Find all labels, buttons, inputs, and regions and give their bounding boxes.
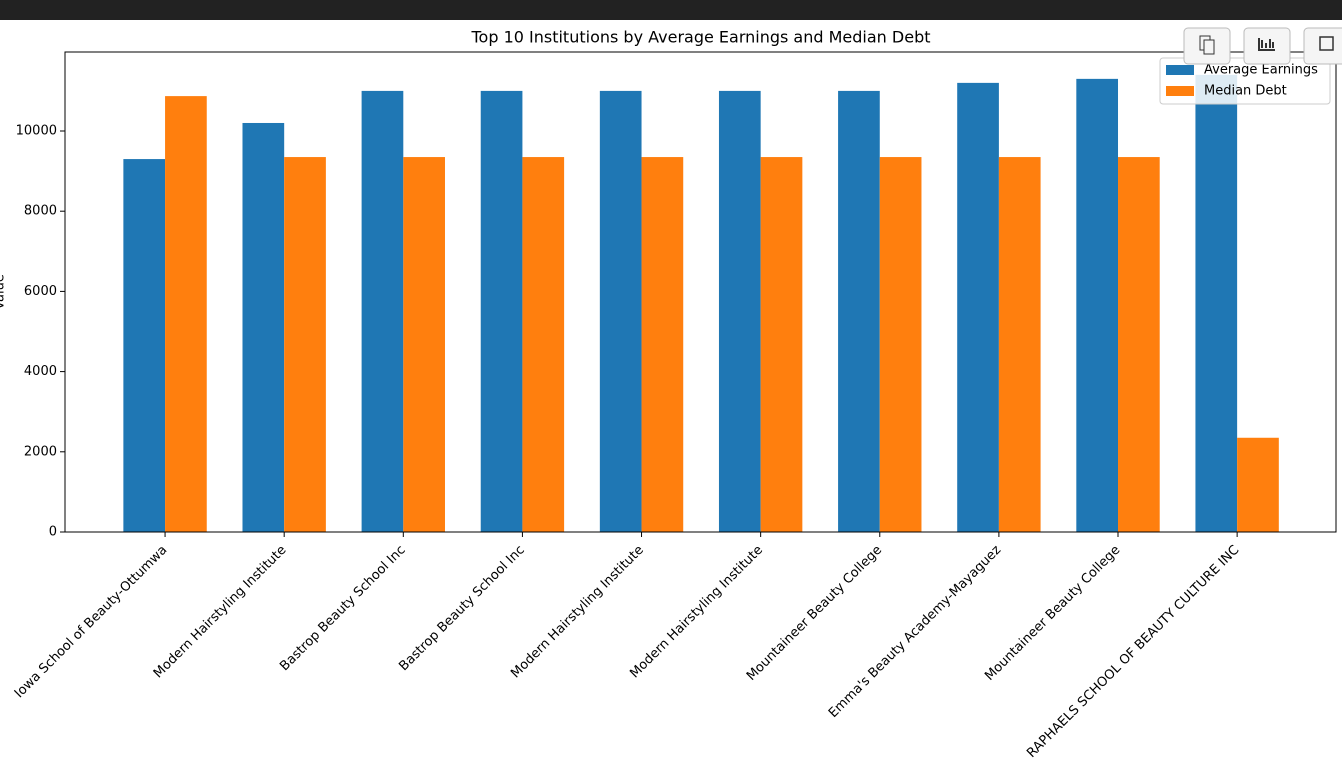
- x-tick-label: Mountaineer Beauty College: [982, 543, 1123, 684]
- bar: [760, 157, 803, 532]
- bar: [480, 90, 523, 532]
- y-axis-label: Value: [0, 274, 8, 310]
- bar: [718, 90, 761, 532]
- bar: [1118, 157, 1160, 532]
- plot: 0 2000 4000 6000 8000 10000 Iowa School of Bea…: [12, 74, 1279, 761]
- legend: Average Earnings Median Debt: [1159, 57, 1331, 105]
- bar: [403, 157, 445, 532]
- bar: [998, 157, 1041, 532]
- chart-icon: [1258, 38, 1275, 51]
- y-tick-label: 10000: [16, 123, 57, 138]
- bar: [879, 157, 922, 532]
- plot-frame: [64, 51, 1337, 533]
- save-button[interactable]: [1303, 27, 1342, 65]
- bar: [1195, 74, 1238, 532]
- legend-label: Average Earnings: [1204, 63, 1318, 78]
- x-tick-label: Modern Hairstyling Institute: [151, 543, 290, 682]
- y-tick-label: 2000: [24, 444, 57, 459]
- x-tick-label: RAPHAELS SCHOOL OF BEAUTY CULTURE INC: [1024, 543, 1242, 761]
- y-tick-label: 0: [49, 525, 57, 540]
- bar: [522, 157, 565, 532]
- x-tick-label: Bastrop Beauty School Inc: [277, 543, 408, 674]
- x-tick-label: Bastrop Beauty School Inc: [396, 543, 527, 674]
- bar: [838, 90, 880, 532]
- legend-swatch: [1166, 65, 1194, 75]
- y-tick-label: 8000: [24, 204, 57, 219]
- copy-icon: [1203, 39, 1215, 55]
- x-tick-label: Modern Hairstyling Institute: [508, 543, 647, 682]
- bar: [1237, 437, 1279, 532]
- toolbar: [1183, 27, 1342, 65]
- chart-title: Top 10 Institutions by Average Earnings …: [470, 28, 930, 47]
- bar: [1076, 78, 1119, 533]
- x-tick-label: Iowa School of Beauty-Ottumwa: [12, 543, 170, 701]
- top-bar: [0, 0, 1342, 20]
- bar: [284, 157, 326, 532]
- y-tick-label: 4000: [24, 364, 57, 379]
- legend-swatch: [1166, 86, 1194, 96]
- legend-label: Median Debt: [1204, 84, 1287, 99]
- bar: [165, 96, 207, 532]
- y-tick-label: 6000: [24, 284, 57, 299]
- bar: [599, 90, 642, 532]
- bar: [641, 157, 684, 532]
- bar: [242, 122, 285, 532]
- bar: [361, 90, 404, 532]
- x-tick-label: Mountaineer Beauty College: [744, 543, 885, 684]
- x-tick-label: Modern Hairstyling Institute: [627, 543, 766, 682]
- bar: [123, 159, 166, 532]
- bar: [957, 82, 999, 532]
- save-icon: [1319, 36, 1334, 51]
